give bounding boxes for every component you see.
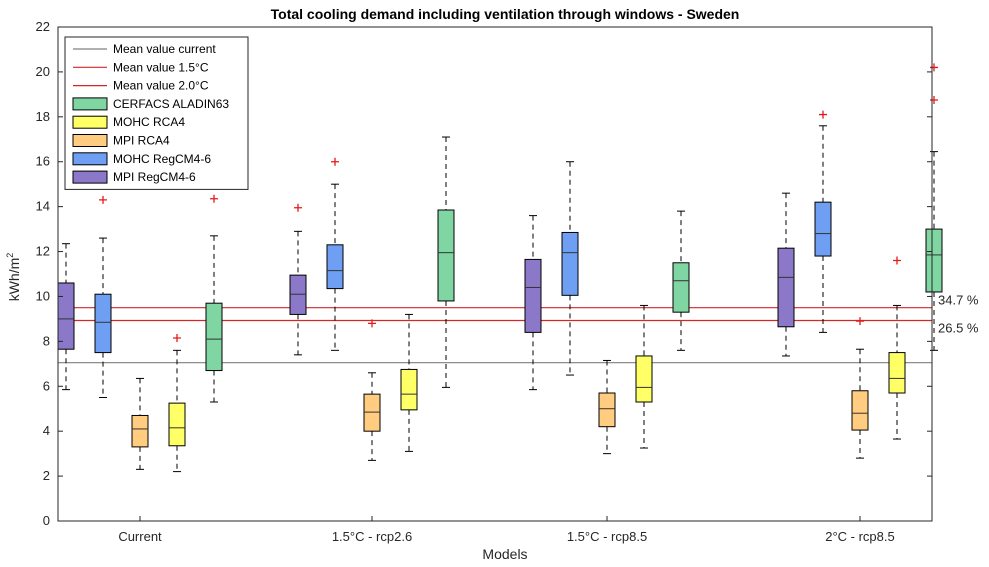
box-body [524, 258, 542, 333]
x-tick-label: 1.5°C - rcp8.5 [567, 529, 647, 544]
outlier-1 [331, 157, 339, 166]
box-2-4 [888, 256, 906, 440]
box-body [925, 228, 943, 293]
x-axis-label: Models [482, 546, 527, 562]
outlier-1 [856, 317, 864, 326]
x-tick-label: Current [118, 529, 162, 544]
box-2-2 [400, 313, 418, 452]
x-tick-label: 2°C - rcp8.5 [825, 529, 895, 544]
outlier-1 [173, 333, 181, 342]
outlier-1 [819, 110, 827, 119]
y-tick-label: 16 [36, 154, 50, 169]
box-3-1 [131, 377, 149, 470]
x-axis-ticks: Current 1.5°C - rcp2.6 1.5°C - rcp8.5 2°C -… [118, 516, 895, 544]
legend-label: Mean value 1.5°C [113, 60, 209, 74]
box-3-4 [851, 317, 869, 459]
box-body [635, 355, 653, 403]
box-5-4 [777, 192, 795, 357]
box-body [598, 392, 616, 428]
box-2-3 [635, 304, 653, 449]
legend: Mean value current Mean value 1.5°C Mean v… [64, 36, 249, 190]
box-body [205, 302, 223, 372]
box-body [94, 293, 112, 354]
box-1-3 [672, 210, 690, 351]
outlier-1 [294, 203, 302, 212]
legend-patch-swatch [72, 97, 108, 111]
box-1-1 [205, 194, 223, 403]
box-5-1 [57, 243, 75, 391]
box-body [672, 262, 690, 313]
outlier-1 [893, 256, 901, 265]
legend-label: MOHC RCA4 [113, 115, 185, 129]
legend-patch-swatch [72, 152, 108, 166]
y-axis-label-superscript: 2 [5, 253, 15, 258]
box-4-2 [326, 157, 344, 351]
box-4-4 [814, 110, 832, 333]
box-1-4 [925, 63, 943, 351]
y-tick-label: 22 [36, 19, 50, 34]
outlier-1 [930, 95, 938, 104]
box-4-1 [94, 195, 112, 398]
chart-title: Total cooling demand including ventilati… [271, 6, 740, 22]
outlier-1 [99, 195, 107, 204]
outlier-1 [368, 319, 376, 328]
legend-label: Mean value current [113, 42, 216, 56]
legend-label: MPI RCA4 [113, 134, 170, 148]
y-tick-label: 20 [36, 64, 50, 79]
box-body [561, 231, 579, 296]
legend-label: Mean value 2.0°C [113, 79, 209, 93]
box-body [168, 402, 186, 447]
box-body [437, 209, 455, 302]
outlier-1 [210, 194, 218, 203]
y-tick-label: 12 [36, 244, 50, 259]
y-axis-label-text: kWh/m [6, 258, 22, 302]
box-5-3 [524, 215, 542, 391]
y-tick-label: 6 [43, 378, 50, 393]
box-3-2 [363, 319, 381, 461]
y-tick-label: 4 [43, 423, 50, 438]
y-axis-ticks: 0 2 4 6 8 10 12 14 16 18 20 22 [36, 19, 932, 528]
box-4-3 [561, 161, 579, 376]
y-tick-label: 8 [43, 333, 50, 348]
outlier-2 [930, 63, 938, 72]
legend-label: MPI RegCM4-6 [113, 170, 196, 184]
box-body [57, 282, 75, 350]
box-body [326, 244, 344, 290]
box-body [888, 352, 906, 394]
annotation-label: 26.5 % [938, 320, 979, 335]
x-tick-label: 1.5°C - rcp2.6 [332, 529, 412, 544]
y-tick-label: 2 [43, 468, 50, 483]
y-tick-label: 0 [43, 513, 50, 528]
legend-label: MOHC RegCM4-6 [113, 152, 211, 166]
boxes [57, 63, 943, 473]
box-body [400, 368, 418, 411]
legend-label: CERFACS ALADIN63 [113, 97, 229, 111]
box-body [363, 393, 381, 432]
box-body [814, 201, 832, 257]
y-tick-label: 14 [36, 199, 50, 214]
box-3-3 [598, 359, 616, 455]
box-body [131, 414, 149, 448]
box-5-2 [289, 203, 307, 356]
box-body [289, 274, 307, 315]
box-2-1 [168, 333, 186, 473]
box-1-2 [437, 136, 455, 388]
box-body [777, 247, 795, 328]
box-body [851, 390, 869, 431]
y-axis-label: kWh/m2 [5, 253, 22, 302]
legend-patch-swatch [72, 170, 108, 184]
annotations: 34.7 % 26.5 % [938, 293, 979, 336]
annotation-label: 34.7 % [938, 293, 979, 308]
legend-patch-swatch [72, 134, 108, 147]
y-tick-label: 10 [36, 288, 50, 303]
axes [57, 26, 933, 522]
axes-frame [57, 26, 933, 522]
y-tick-label: 18 [36, 109, 50, 124]
legend-patch-swatch [72, 115, 108, 129]
